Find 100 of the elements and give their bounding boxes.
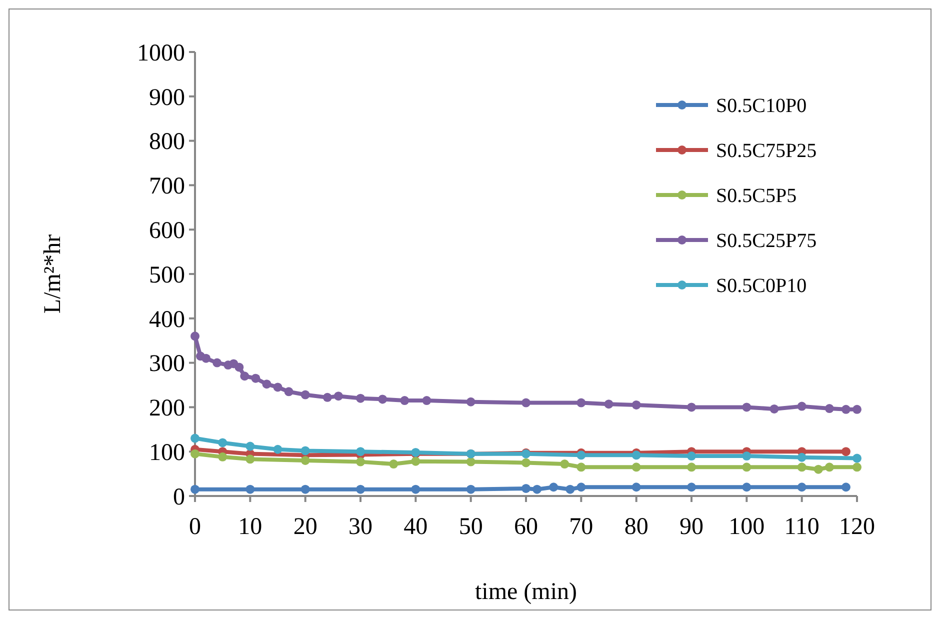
point xyxy=(632,482,641,492)
y-tick-label: 400 xyxy=(149,306,185,333)
legend-label: S0.5C10P0 xyxy=(716,95,807,117)
legend-label: S0.5C5P5 xyxy=(716,185,797,207)
point xyxy=(632,462,641,472)
y-tick-label: 100 xyxy=(149,440,185,466)
x-tick-label: 90 xyxy=(680,514,704,540)
point xyxy=(411,484,420,494)
y-tick-label: 900 xyxy=(149,84,185,111)
legend-label: S0.5C75P25 xyxy=(716,140,817,162)
point xyxy=(411,456,420,466)
x-tick-label: 60 xyxy=(514,514,538,540)
x-tick-label: 30 xyxy=(348,514,372,540)
point xyxy=(218,438,228,448)
point xyxy=(190,484,200,494)
point xyxy=(824,462,834,472)
y-tick-label: 1000 xyxy=(137,40,185,66)
point xyxy=(356,457,365,466)
point xyxy=(322,392,332,402)
point xyxy=(190,449,200,458)
point xyxy=(549,482,558,492)
point xyxy=(466,484,476,494)
x-tick-label: 20 xyxy=(293,514,318,540)
point xyxy=(687,402,696,412)
x-tick-label: 120 xyxy=(839,514,875,540)
point xyxy=(532,484,542,494)
point xyxy=(522,484,530,493)
point xyxy=(218,452,228,462)
point xyxy=(522,458,530,468)
point xyxy=(770,404,779,414)
point xyxy=(356,394,365,403)
point xyxy=(246,484,255,494)
point xyxy=(797,452,806,462)
x-tick-label: 70 xyxy=(569,514,594,540)
point xyxy=(604,400,614,409)
point xyxy=(422,396,432,406)
x-tick-label: 50 xyxy=(458,514,483,540)
y-tick-label: 500 xyxy=(149,262,185,288)
point xyxy=(687,452,696,461)
point xyxy=(234,362,244,372)
point xyxy=(687,482,696,492)
point xyxy=(797,482,806,492)
point xyxy=(632,400,641,410)
point xyxy=(190,434,200,443)
point xyxy=(273,444,282,454)
point xyxy=(841,447,850,456)
y-tick-label: 600 xyxy=(149,218,185,244)
y-tick-label: 0 xyxy=(173,484,185,510)
point xyxy=(251,374,260,383)
x-tick-label: 40 xyxy=(404,514,428,540)
point xyxy=(742,452,752,461)
legend-label: S0.5C25P75 xyxy=(716,230,817,252)
point xyxy=(202,354,211,363)
point xyxy=(466,457,476,466)
point xyxy=(246,454,255,464)
point xyxy=(300,484,310,494)
point xyxy=(356,447,365,456)
point xyxy=(522,398,530,408)
point xyxy=(246,442,255,451)
y-tick-label: 800 xyxy=(149,129,185,156)
y-tick-label: 700 xyxy=(149,174,185,200)
point xyxy=(576,462,586,472)
point xyxy=(632,450,641,460)
point xyxy=(284,387,294,396)
point xyxy=(240,372,250,381)
point xyxy=(566,484,575,494)
point xyxy=(852,462,862,472)
point xyxy=(841,404,850,414)
point xyxy=(852,454,862,463)
point xyxy=(824,404,834,414)
point xyxy=(814,464,823,474)
point xyxy=(273,382,282,392)
point xyxy=(687,462,696,472)
point xyxy=(300,390,310,400)
point xyxy=(742,482,752,492)
legend-label: S0.5C0P10 xyxy=(716,275,807,297)
point xyxy=(262,380,272,389)
x-tick-label: 10 xyxy=(238,514,262,540)
point xyxy=(389,460,398,469)
point xyxy=(212,358,222,368)
point xyxy=(356,484,365,494)
point xyxy=(852,404,862,414)
point xyxy=(576,450,586,460)
point xyxy=(466,397,476,406)
point xyxy=(742,402,752,412)
point xyxy=(797,402,806,411)
point xyxy=(742,462,752,472)
point xyxy=(841,482,850,492)
point xyxy=(576,398,586,408)
x-axis-title: time (min) xyxy=(475,579,577,605)
y-axis-title: L/m²*hr xyxy=(40,234,66,314)
y-tick-label: 200 xyxy=(149,396,185,422)
x-tick-label: 100 xyxy=(728,514,765,540)
point xyxy=(576,482,586,492)
point xyxy=(400,396,410,406)
point xyxy=(797,462,806,472)
point xyxy=(190,332,200,341)
x-tick-label: 0 xyxy=(189,514,201,540)
x-tick-label: 80 xyxy=(624,514,648,540)
point xyxy=(560,460,570,469)
